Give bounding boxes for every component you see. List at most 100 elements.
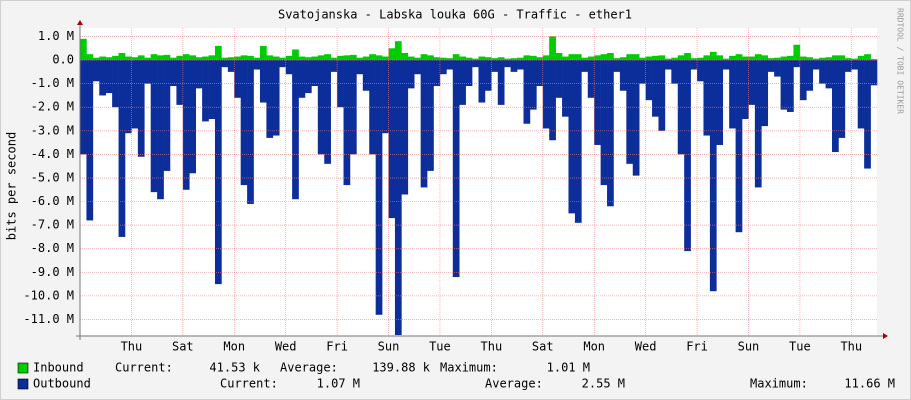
- bar: [767, 60, 775, 72]
- bar: [465, 60, 473, 87]
- bar: [523, 60, 531, 124]
- bar: [774, 60, 781, 77]
- bar: [452, 54, 460, 61]
- bar: [382, 60, 389, 134]
- bar: [806, 57, 814, 61]
- bar: [562, 60, 569, 117]
- bar: [774, 57, 781, 61]
- bar: [266, 60, 274, 138]
- legend-stat-label: Current:: [220, 377, 278, 391]
- bar: [292, 60, 299, 200]
- bar: [523, 55, 531, 61]
- bar: [221, 60, 229, 68]
- bar: [176, 55, 184, 61]
- bar: [761, 60, 769, 127]
- bar: [639, 60, 646, 84]
- bar: [742, 60, 749, 120]
- bar: [581, 57, 589, 61]
- y-axis-arrow: [77, 20, 83, 25]
- bar: [587, 56, 595, 61]
- bar: [240, 55, 248, 61]
- bar: [787, 60, 794, 112]
- bar: [465, 57, 473, 61]
- bar: [619, 57, 627, 61]
- bar: [285, 55, 293, 61]
- x-tick-label: Mon: [223, 340, 245, 354]
- bar: [330, 60, 338, 72]
- bar: [703, 55, 711, 61]
- bar: [825, 60, 833, 89]
- bar: [227, 57, 235, 61]
- bar: [394, 41, 402, 61]
- bar: [356, 60, 364, 75]
- bar: [549, 60, 556, 141]
- bar: [452, 60, 460, 278]
- bar: [754, 60, 762, 188]
- bar: [478, 56, 486, 61]
- bar: [607, 60, 614, 207]
- bar: [272, 56, 280, 61]
- bar: [870, 60, 878, 86]
- bar: [375, 60, 383, 315]
- bar: [748, 56, 756, 61]
- bar: [632, 54, 640, 61]
- bar: [812, 58, 820, 61]
- legend-stat-value: 1.07 M: [317, 377, 360, 391]
- bar: [208, 55, 216, 61]
- bar: [439, 57, 447, 61]
- bar: [510, 58, 518, 61]
- legend-stat-value: 41.53 k: [209, 361, 260, 375]
- bar: [690, 60, 698, 70]
- bar: [317, 60, 325, 155]
- bar: [324, 60, 331, 164]
- bar: [472, 60, 479, 68]
- y-tick-label: -10.0 M: [23, 288, 74, 302]
- x-tick-label: Fri: [326, 340, 348, 354]
- bar: [857, 55, 865, 61]
- bar: [382, 56, 389, 61]
- bar: [542, 60, 550, 129]
- bar: [234, 60, 241, 98]
- bar: [709, 51, 717, 61]
- chart-title: Svatojanska - Labska louka 60G - Traffic…: [278, 8, 632, 22]
- bar: [118, 60, 126, 237]
- x-tick-label: Mon: [583, 340, 605, 354]
- bar: [99, 56, 107, 61]
- bar: [259, 60, 267, 103]
- bar: [568, 60, 576, 214]
- bar: [574, 54, 582, 61]
- bar: [137, 60, 145, 157]
- bar: [645, 56, 653, 61]
- bar: [124, 60, 132, 134]
- bar: [414, 57, 421, 61]
- y-tick-label: -4.0 M: [31, 147, 74, 161]
- bar: [844, 58, 852, 61]
- bar: [722, 60, 730, 70]
- bar: [600, 60, 608, 186]
- bar: [433, 57, 441, 61]
- x-axis-arrow: [883, 333, 888, 339]
- bar: [844, 60, 852, 72]
- x-tick-label: Sun: [378, 340, 400, 354]
- legend-stat-label: Current:: [115, 361, 173, 375]
- x-tick-label: Tue: [429, 340, 451, 354]
- bar: [716, 60, 724, 145]
- bar: [343, 55, 351, 61]
- bar: [214, 45, 222, 61]
- bar: [497, 57, 505, 61]
- bar: [677, 60, 685, 155]
- bar: [517, 60, 524, 70]
- bar: [761, 55, 769, 61]
- bar: [311, 56, 319, 61]
- bar: [163, 54, 171, 61]
- legend-stat-value: 2.55 M: [582, 377, 625, 391]
- bar: [420, 60, 428, 188]
- bar: [729, 60, 736, 129]
- bar: [664, 58, 672, 61]
- bar: [92, 60, 100, 82]
- bar: [793, 60, 801, 68]
- y-tick-label: -8.0 M: [31, 241, 74, 255]
- bar: [182, 54, 190, 61]
- bar: [240, 60, 248, 186]
